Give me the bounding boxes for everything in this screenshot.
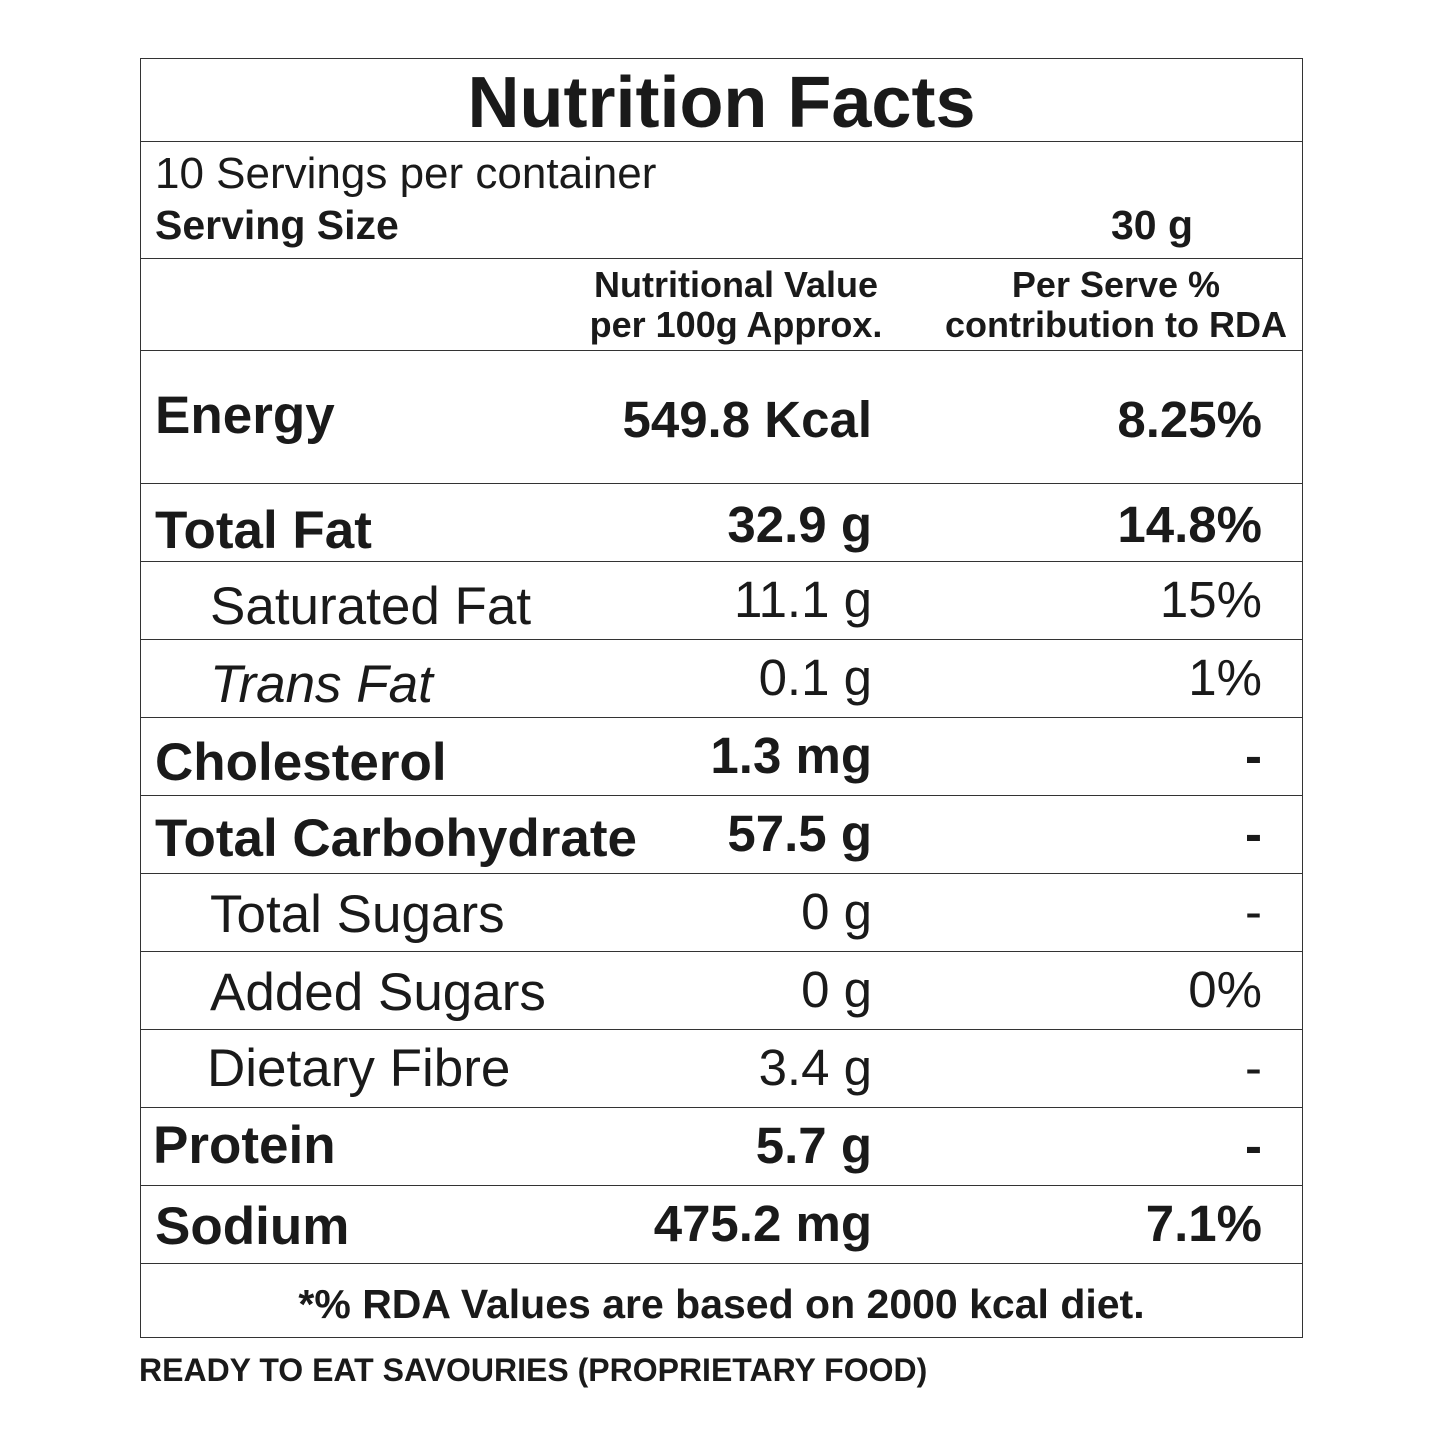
nutrient-value: 11.1 g — [733, 571, 872, 628]
nutrient-name: Sodium — [155, 1197, 350, 1256]
nutrient-value: 32.9 g — [727, 496, 872, 553]
nutrient-rda: 15% — [1159, 571, 1262, 628]
nutrient-value: 3.4 g — [758, 1039, 872, 1096]
serving-info-row: 10 Servings per container Serving Size 3… — [141, 142, 1302, 259]
nutrient-name: Cholesterol — [155, 733, 447, 792]
nutrient-name: Dietary Fibre — [207, 1039, 511, 1098]
nutrient-rda: 0% — [1188, 961, 1262, 1018]
nutrient-name: Added Sugars — [210, 963, 546, 1022]
product-category-note: READY TO EAT SAVOURIES (PROPRIETARY FOOD… — [139, 1352, 928, 1388]
value-header-line1: Nutritional Value — [593, 264, 879, 305]
panel-title: Nutrition Facts — [467, 63, 976, 143]
nutrient-row-trans-fat: Trans Fat 0.1 g 1% — [141, 640, 1302, 718]
nutrient-row-saturated-fat: Saturated Fat 11.1 g 15% — [141, 562, 1302, 640]
nutrient-value: 1.3 mg — [710, 727, 872, 784]
serving-size-label: Serving Size — [155, 202, 399, 248]
nutrition-facts-panel: Nutrition Facts 10 Servings per containe… — [140, 58, 1303, 1338]
title-row: Nutrition Facts — [141, 59, 1302, 142]
nutrient-rda: - — [1245, 727, 1262, 784]
nutrient-value: 0 g — [801, 883, 872, 940]
nutrient-row-cholesterol: Cholesterol 1.3 mg - — [141, 718, 1302, 796]
nutrient-rda: 14.8% — [1117, 496, 1262, 553]
footnote-row: *% RDA Values are based on 2000 kcal die… — [141, 1264, 1302, 1339]
value-header-line2: per 100g Approx. — [589, 304, 883, 345]
nutrient-rda: 7.1% — [1145, 1195, 1262, 1252]
nutrient-name: Saturated Fat — [210, 577, 532, 636]
nutrient-name: Trans Fat — [210, 655, 433, 714]
nutrient-name: Total Fat — [155, 501, 372, 560]
nutrient-rda: - — [1245, 805, 1262, 862]
column-header-row: Nutritional Value per 100g Approx. Per S… — [141, 259, 1302, 351]
value-column-header: Nutritional Value per 100g Approx. — [571, 265, 901, 345]
nutrient-value: 0 g — [801, 961, 872, 1018]
nutrient-rda: - — [1245, 1117, 1262, 1174]
servings-per-container: 10 Servings per container — [155, 149, 657, 198]
nutrient-row-total-carbohydrate: Total Carbohydrate 57.5 g - — [141, 796, 1302, 874]
rda-footnote: *% RDA Values are based on 2000 kcal die… — [298, 1281, 1145, 1327]
rda-header-line2: contribution to RDA — [945, 304, 1287, 345]
nutrient-row-added-sugars: Added Sugars 0 g 0% — [141, 952, 1302, 1030]
rda-header-line1: Per Serve % — [1011, 264, 1221, 305]
nutrient-row-energy: Energy 549.8 Kcal 8.25% — [141, 351, 1302, 484]
nutrient-rda: 1% — [1188, 649, 1262, 706]
nutrient-rda: - — [1245, 1039, 1262, 1096]
nutrient-rda: 8.25% — [1117, 391, 1262, 448]
nutrient-row-protein: Protein 5.7 g - — [141, 1108, 1302, 1186]
nutrient-value: 549.8 Kcal — [622, 391, 872, 448]
nutrient-name: Energy — [155, 386, 335, 445]
nutrient-value: 475.2 mg — [653, 1195, 872, 1252]
nutrient-value: 57.5 g — [727, 805, 872, 862]
rda-column-header: Per Serve % contribution to RDA — [936, 265, 1296, 345]
nutrient-name: Protein — [153, 1116, 336, 1175]
nutrient-name: Total Carbohydrate — [155, 809, 637, 868]
nutrient-value: 0.1 g — [758, 649, 872, 706]
serving-size-value: 30 g — [1111, 202, 1194, 248]
nutrient-rda: - — [1245, 883, 1262, 940]
nutrient-row-dietary-fibre: Dietary Fibre 3.4 g - — [141, 1030, 1302, 1108]
nutrient-row-sodium: Sodium 475.2 mg 7.1% — [141, 1186, 1302, 1264]
nutrient-row-total-sugars: Total Sugars 0 g - — [141, 874, 1302, 952]
nutrient-name: Total Sugars — [210, 885, 505, 944]
nutrient-value: 5.7 g — [755, 1117, 872, 1174]
nutrient-row-total-fat: Total Fat 32.9 g 14.8% — [141, 484, 1302, 562]
